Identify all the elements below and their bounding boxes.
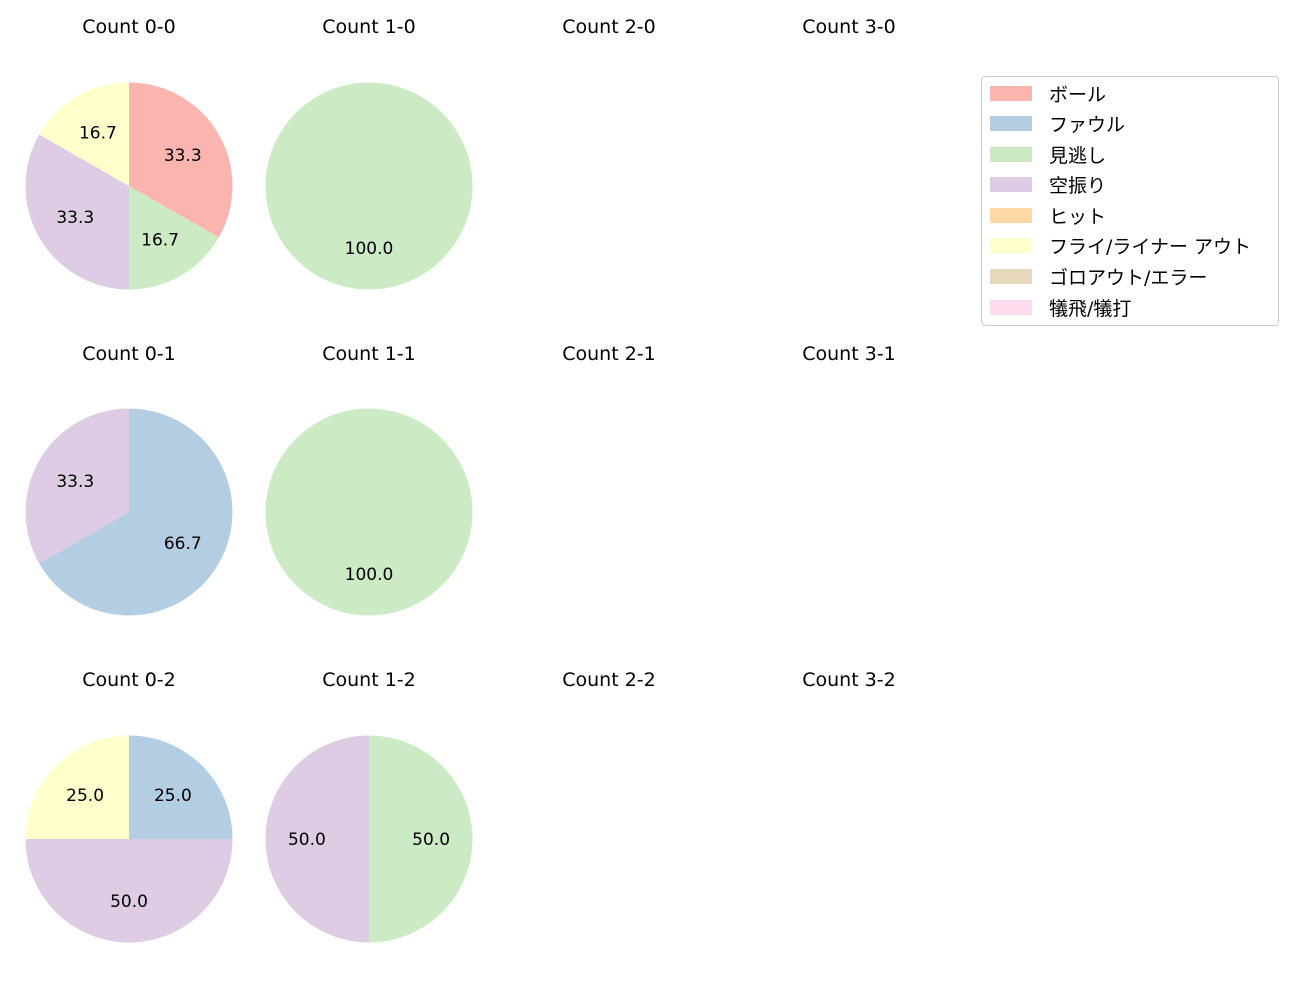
legend-item-sacrifice: 犠飛/犠打 [990, 296, 1131, 320]
panel-title-2-2: Count 2-2 [562, 669, 656, 691]
panel-title-2-1: Count 2-1 [562, 343, 656, 365]
pie-slice-label: 50.0 [412, 830, 450, 850]
panel-title-3-2: Count 3-2 [802, 669, 896, 691]
pie-slice-label: 33.3 [56, 472, 94, 492]
panel-title-0-2: Count 0-2 [82, 669, 176, 691]
panel-title-3-1: Count 3-1 [802, 343, 896, 365]
pie-slice [25, 839, 233, 943]
pie-slice-label: 25.0 [154, 786, 192, 806]
pie-slice [25, 134, 129, 290]
pie-slice [369, 735, 473, 943]
pie-slice [25, 735, 129, 839]
legend: ボール ファウル 見逃し 空振り ヒット フライ/ライナー アウト ゴロアウト/… [981, 76, 1279, 326]
pie-slice [265, 82, 473, 290]
panel-title-1-2: Count 1-2 [322, 669, 416, 691]
pie-slice [265, 408, 473, 616]
pie-slice-label: 100.0 [345, 565, 394, 585]
pie-slice-label: 33.3 [164, 146, 202, 166]
pie-slice [129, 735, 233, 839]
pie-slice [129, 186, 219, 290]
legend-swatch [990, 146, 1032, 162]
pie-slice-label: 33.3 [56, 208, 94, 228]
pie-slice-label: 50.0 [110, 892, 148, 912]
legend-swatch [990, 207, 1032, 223]
panel-title-1-0: Count 1-0 [322, 16, 416, 38]
panel-title-1-1: Count 1-1 [322, 343, 416, 365]
pie-slice [39, 408, 233, 616]
legend-swatch [990, 299, 1032, 315]
panel-title-0-1: Count 0-1 [82, 343, 176, 365]
legend-swatch [990, 85, 1032, 101]
pie-slice [39, 82, 130, 186]
legend-item-fly-out: フライ/ライナー アウト [990, 234, 1251, 258]
legend-item-hit: ヒット [990, 204, 1106, 228]
legend-item-ground-out: ゴロアウト/エラー [990, 265, 1207, 289]
legend-item-looking: 見逃し [990, 143, 1106, 167]
pie-slice-label: 100.0 [345, 239, 394, 259]
legend-swatch [990, 176, 1032, 192]
panel-title-3-0: Count 3-0 [802, 16, 896, 38]
legend-swatch [990, 268, 1032, 284]
pie-slice-label: 16.7 [79, 123, 117, 143]
legend-swatch [990, 115, 1032, 131]
pie-slice-label: 50.0 [288, 830, 326, 850]
pie-slice-label: 25.0 [66, 786, 104, 806]
panel-title-2-0: Count 2-0 [562, 16, 656, 38]
pie-slice-label: 16.7 [141, 231, 179, 251]
pie-slice [129, 82, 233, 238]
legend-swatch [990, 237, 1032, 253]
legend-item-swinging: 空振り [990, 173, 1106, 197]
legend-item-ball: ボール [990, 82, 1106, 106]
pie-slice [25, 408, 130, 564]
panel-title-0-0: Count 0-0 [82, 16, 176, 38]
pie-slice [265, 735, 369, 943]
pie-slice-label: 66.7 [164, 534, 202, 554]
legend-item-foul: ファウル [990, 112, 1125, 136]
